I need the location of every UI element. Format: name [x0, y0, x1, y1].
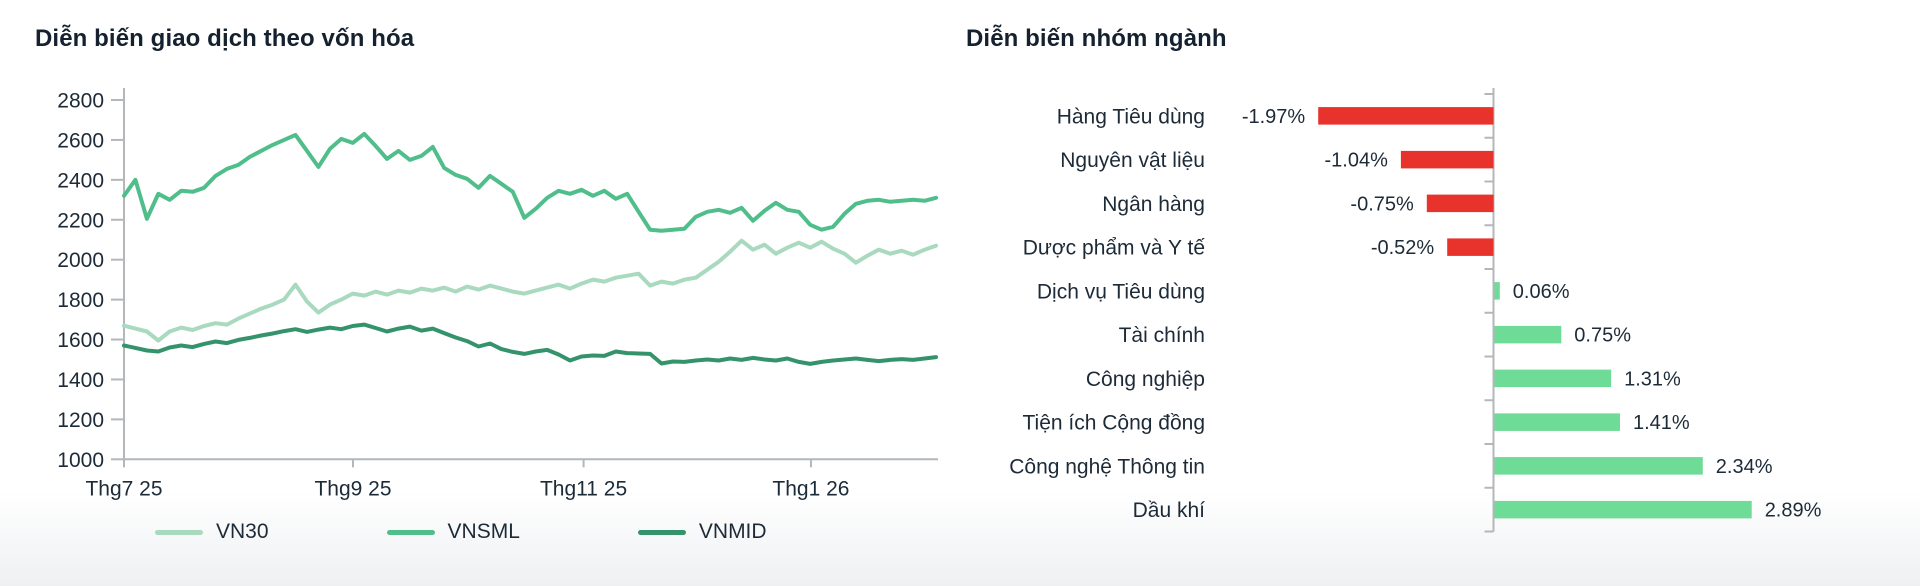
- bar-category-9: Dầu khí: [1133, 499, 1206, 522]
- bar-value-2: -0.75%: [1350, 193, 1414, 215]
- bar-value-9: 2.89%: [1765, 500, 1822, 522]
- bar-category-0: Hàng Tiêu dùng: [1057, 105, 1205, 128]
- legend-label: VN30: [216, 520, 269, 543]
- bar-6: [1494, 369, 1612, 388]
- bar-category-3: Dược phẩm và Y tế: [1023, 237, 1206, 260]
- bar-category-5: Tài chính: [1119, 324, 1205, 347]
- legend-label: VNMID: [698, 520, 767, 543]
- bar-7: [1494, 413, 1620, 431]
- legend-item-vn30[interactable]: VN30: [155, 520, 269, 544]
- bar-category-2: Ngân hàng: [1102, 193, 1205, 216]
- x-tick-label: Thg9 25: [314, 477, 391, 500]
- y-tick-label: 1000: [57, 449, 104, 472]
- y-tick-label: 2800: [57, 90, 104, 113]
- bar-0: [1318, 107, 1494, 125]
- bar-value-7: 1.41%: [1633, 412, 1690, 434]
- bar-chart-title: Diễn biến nhóm ngành: [966, 25, 1227, 52]
- y-tick-label: 2400: [57, 169, 104, 192]
- legend-label: VNSML: [447, 520, 520, 543]
- line-chart-title: Diễn biến giao dịch theo vốn hóa: [35, 25, 415, 52]
- x-tick-label: Thg11 25: [540, 477, 627, 500]
- bar-value-5: 0.75%: [1574, 325, 1631, 347]
- bar-value-3: -0.52%: [1371, 237, 1435, 259]
- series-line-vn30: [122, 238, 938, 343]
- bar-chart: Hàng Tiêu dùng -1.97% Nguyên vật liệu -1.04…: [1009, 88, 1822, 533]
- bar-category-4: Dịch vụ Tiêu dùng: [1037, 280, 1205, 303]
- legend-swatch-vnsml: [386, 529, 435, 535]
- legend-item-vnsml[interactable]: VNSML: [386, 520, 520, 544]
- line-chart: 2800 2600 2400 2200 2000 1800 1600 1400 1200 1000…: [57, 88, 938, 500]
- y-tick-label: 2600: [57, 129, 104, 152]
- y-tick-label: 1400: [57, 369, 104, 392]
- legend-swatch-vn30: [155, 529, 203, 535]
- bar-value-8: 2.34%: [1716, 456, 1773, 478]
- bar-5: [1494, 325, 1562, 344]
- series-line-vnsml: [122, 131, 938, 233]
- y-tick-label: 1600: [57, 329, 104, 352]
- bar-category-7: Tiện ích Cộng đồng: [1022, 412, 1205, 435]
- y-tick-label: 2000: [57, 249, 104, 272]
- bar-value-1: -1.04%: [1325, 150, 1389, 172]
- bar-3: [1447, 238, 1494, 256]
- line-chart-legend: VN30 VNSML VNMID: [155, 519, 767, 545]
- bar-1: [1400, 150, 1494, 169]
- y-tick-label: 2200: [57, 209, 104, 232]
- y-tick-label: 1200: [57, 409, 104, 432]
- bar-9: [1494, 500, 1752, 519]
- bar-category-1: Nguyên vật liệu: [1060, 149, 1205, 172]
- bar-value-0: -1.97%: [1242, 106, 1306, 128]
- legend-item-vnmid[interactable]: VNMID: [637, 520, 767, 544]
- series-line-vnmid: [122, 322, 938, 366]
- bar-category-8: Công nghệ Thông tin: [1009, 455, 1205, 478]
- bar-4: [1494, 282, 1500, 300]
- bar-value-4: 0.06%: [1513, 281, 1570, 303]
- x-tick-label: Thg1 26: [772, 477, 849, 500]
- bar-2: [1426, 194, 1494, 213]
- bar-category-6: Công nghiệp: [1086, 368, 1205, 391]
- bar-8: [1494, 457, 1703, 475]
- x-tick-label: Thg7 25: [85, 477, 162, 500]
- bar-value-6: 1.31%: [1624, 368, 1681, 390]
- legend-swatch-vnmid: [637, 529, 686, 535]
- y-tick-label: 1800: [57, 289, 104, 312]
